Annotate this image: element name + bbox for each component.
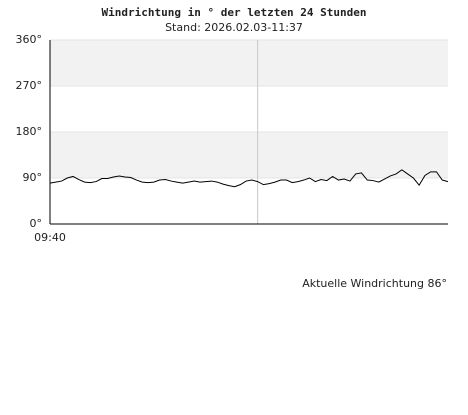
- data-line: [49, 169, 449, 188]
- chart-title: Windrichtung in ° der letzten 24 Stunden: [102, 6, 367, 19]
- band: [50, 40, 448, 86]
- x-tick-label: 09:40: [34, 231, 66, 244]
- y-tick-label: 180°: [16, 125, 43, 138]
- annotation: Aktuelle Windrichtung 86°: [302, 277, 447, 290]
- band: [50, 132, 448, 178]
- y-tick-label: 360°: [16, 33, 43, 46]
- y-tick-label: 0°: [30, 217, 43, 230]
- y-tick-label: 90°: [23, 171, 43, 184]
- y-tick-label: 270°: [16, 79, 43, 92]
- chart-subtitle: Stand: 2026.02.03-11:37: [165, 21, 303, 34]
